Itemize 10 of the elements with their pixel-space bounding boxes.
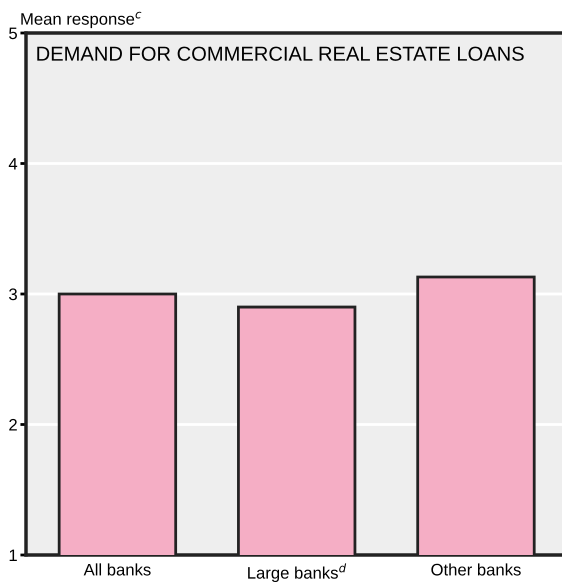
- y-tick-label: 1: [10, 550, 17, 562]
- y-tick-label: 3: [9, 288, 17, 300]
- text: DEMAND FOR COMMERCIAL REAL ESTATE LOANS: [37, 46, 524, 61]
- y-tick-label: 4: [8, 158, 18, 170]
- y-tick-label: 2: [9, 418, 17, 431]
- x-tick-label: Large banks$^{d}$: [248, 563, 346, 582]
- y-tick-label: 5: [9, 28, 17, 40]
- x-tick-label: All banks: [84, 563, 151, 576]
- x-tick-label: Other banks: [431, 563, 521, 576]
- y-axis-title: Mean response$^{c}$: [21, 12, 142, 28]
